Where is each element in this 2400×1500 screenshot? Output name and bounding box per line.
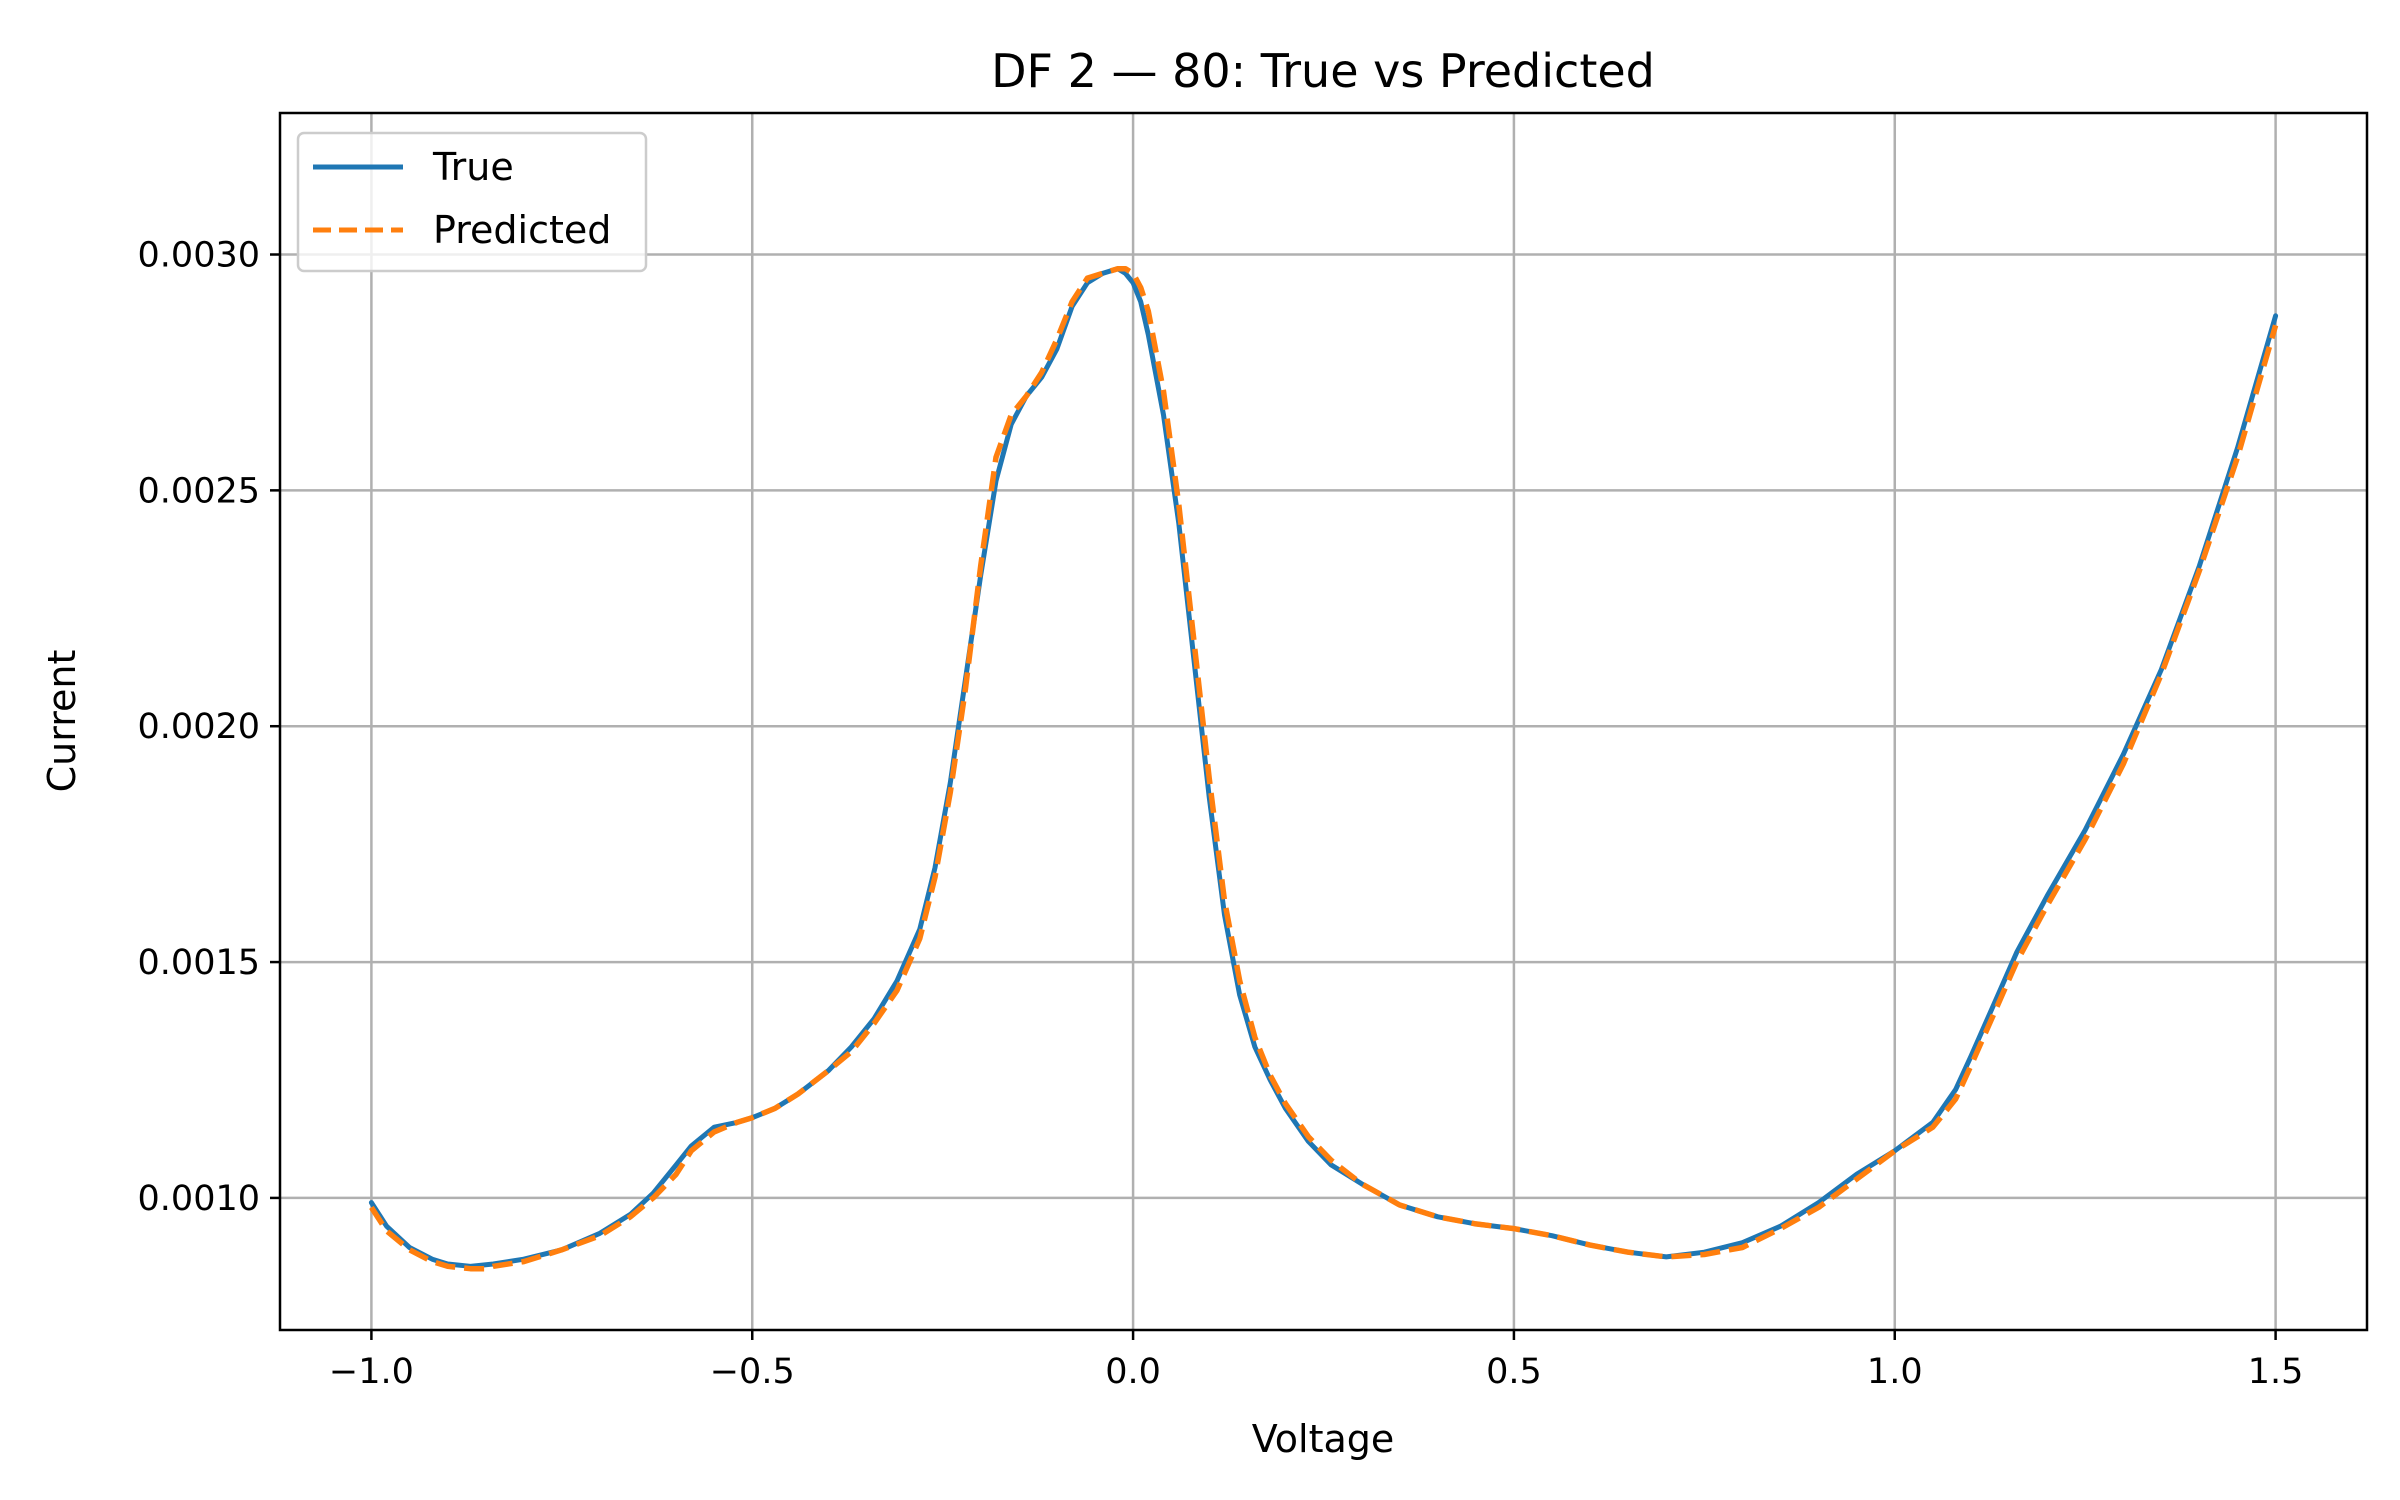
y-tick-label: 0.0025: [138, 471, 260, 511]
x-axis-title: Voltage: [1252, 1417, 1395, 1461]
x-tick-label: 1.5: [2248, 1352, 2304, 1392]
plot-frame: [278, 111, 2369, 1332]
plot-area: [280, 113, 2367, 1330]
chart-title: DF 2 — 80: True vs Predicted: [991, 44, 1655, 98]
ticks: [270, 253, 2277, 1340]
x-tick-label: 0.5: [1486, 1352, 1542, 1392]
y-tick-label: 0.0020: [138, 707, 260, 747]
legend: True Predicted: [296, 131, 648, 273]
x-tick-label: −1.0: [329, 1352, 414, 1392]
legend-label-predicted: Predicted: [433, 208, 611, 252]
x-tick-label: 0.0: [1105, 1352, 1161, 1392]
tick-labels: −1.0 −0.5 0.0 0.5 1.0 1.5 0.0010 0.0015 0.0020 0.…: [138, 236, 2304, 1392]
legend-label-true: True: [432, 145, 514, 189]
grid: [280, 113, 2367, 1330]
series-line-true: [368, 266, 2279, 1269]
y-axis-title: Current: [40, 650, 84, 793]
x-tick-label: −0.5: [710, 1352, 795, 1392]
y-tick-label: 0.0010: [138, 1179, 260, 1219]
series-layer: [368, 265, 2279, 1272]
x-tick-label: 1.0: [1867, 1352, 1923, 1392]
series-line-predicted: [369, 265, 2279, 1272]
y-tick-label: 0.0015: [138, 943, 260, 983]
y-tick-label: 0.0030: [138, 236, 260, 276]
